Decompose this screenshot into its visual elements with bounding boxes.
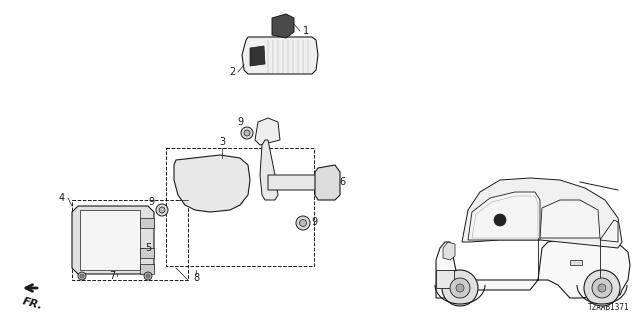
Circle shape <box>159 207 165 213</box>
Circle shape <box>300 220 307 227</box>
Text: 2: 2 <box>229 67 235 77</box>
Circle shape <box>296 216 310 230</box>
Circle shape <box>198 203 202 207</box>
Bar <box>436 270 454 288</box>
Circle shape <box>156 204 168 216</box>
Polygon shape <box>315 165 340 200</box>
Text: 9: 9 <box>148 197 154 207</box>
Polygon shape <box>250 46 265 66</box>
Circle shape <box>186 170 190 174</box>
Circle shape <box>456 284 464 292</box>
Polygon shape <box>174 155 250 212</box>
Polygon shape <box>272 14 294 38</box>
Polygon shape <box>260 140 278 200</box>
Text: 6: 6 <box>339 177 345 187</box>
Polygon shape <box>540 200 600 238</box>
Text: 5: 5 <box>145 243 151 253</box>
Circle shape <box>80 274 84 278</box>
Polygon shape <box>443 242 455 260</box>
Text: 9: 9 <box>237 117 243 127</box>
Circle shape <box>598 284 606 292</box>
Polygon shape <box>242 37 318 74</box>
Polygon shape <box>462 178 622 248</box>
Polygon shape <box>255 118 280 145</box>
Text: 1: 1 <box>303 26 309 36</box>
Text: 3: 3 <box>219 137 225 147</box>
Bar <box>140 264 154 274</box>
Text: 4: 4 <box>59 193 65 203</box>
Circle shape <box>241 127 253 139</box>
Circle shape <box>494 214 506 226</box>
Circle shape <box>144 272 152 280</box>
Circle shape <box>450 278 470 298</box>
Circle shape <box>244 130 250 136</box>
Circle shape <box>592 278 612 298</box>
Polygon shape <box>468 192 540 240</box>
Text: 7: 7 <box>109 271 115 281</box>
Text: FR.: FR. <box>22 296 44 311</box>
Bar <box>166 148 314 266</box>
Circle shape <box>584 270 620 306</box>
Bar <box>140 218 154 228</box>
Polygon shape <box>268 175 328 190</box>
Bar <box>72 200 188 280</box>
Bar <box>140 248 154 258</box>
Text: 8: 8 <box>193 273 199 283</box>
Polygon shape <box>436 238 630 298</box>
Polygon shape <box>600 220 618 242</box>
Bar <box>570 260 582 265</box>
Circle shape <box>236 166 240 170</box>
Polygon shape <box>72 206 154 274</box>
Text: 9: 9 <box>311 217 317 227</box>
Circle shape <box>236 198 240 202</box>
Text: T2AAB1371: T2AAB1371 <box>588 303 630 312</box>
Circle shape <box>78 272 86 280</box>
Circle shape <box>442 270 478 306</box>
Circle shape <box>146 274 150 278</box>
Bar <box>80 210 140 270</box>
